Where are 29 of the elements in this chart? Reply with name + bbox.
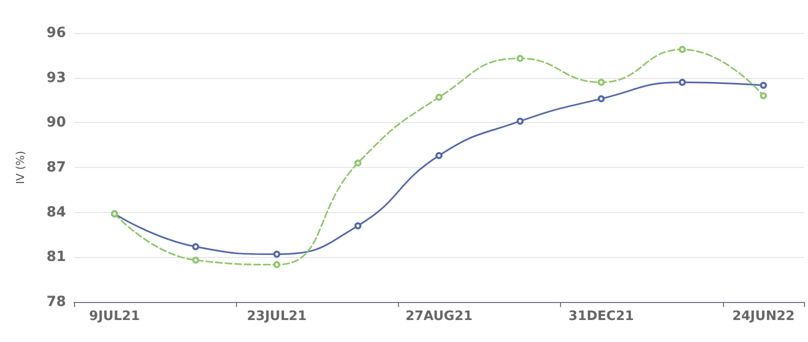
y-tick-label: 90 xyxy=(46,114,66,131)
x-tick-label: 9JUL21 xyxy=(89,309,140,324)
y-tick-label: 96 xyxy=(46,25,66,41)
point xyxy=(598,95,605,102)
point xyxy=(192,243,200,250)
point xyxy=(354,222,362,230)
y-tick-label: 93 xyxy=(46,70,66,86)
y-tick-label: 81 xyxy=(46,249,66,266)
point xyxy=(678,46,686,53)
point xyxy=(273,250,280,258)
point xyxy=(760,92,767,100)
x-tick-label: 23JUL21 xyxy=(246,309,307,324)
point xyxy=(760,82,767,89)
point xyxy=(354,160,362,167)
x-tick-label: 31DEC21 xyxy=(568,309,634,324)
point xyxy=(516,54,524,62)
y-tick-label: 84 xyxy=(46,204,66,220)
point xyxy=(273,261,280,268)
x-tick-label: 27AUG21 xyxy=(405,309,473,324)
point xyxy=(436,152,442,160)
y-axis-title: IV (%) xyxy=(14,150,27,184)
point xyxy=(436,94,442,101)
point xyxy=(516,118,524,125)
y-tick-label: 87 xyxy=(46,160,66,176)
point xyxy=(678,78,686,86)
y-tick-label: 78 xyxy=(46,294,66,310)
point xyxy=(598,78,605,86)
point xyxy=(192,256,200,264)
x-tick-label: 24JUN22 xyxy=(732,309,795,324)
